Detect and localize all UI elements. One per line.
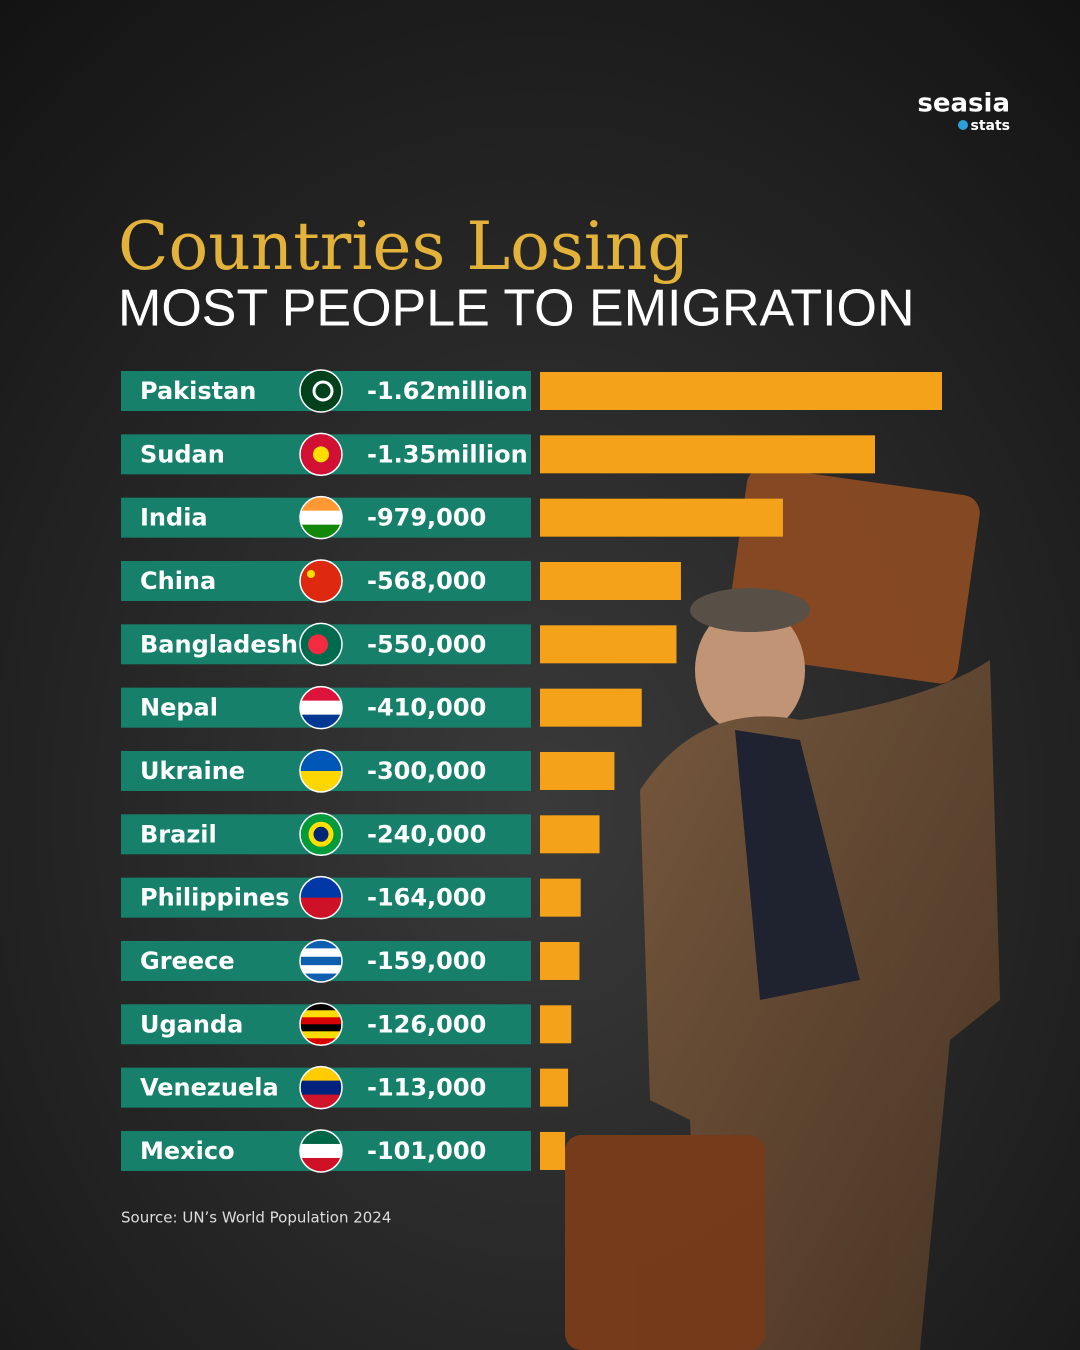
chart-title: Countries Losing bbox=[118, 208, 690, 285]
value-label: -410,000 bbox=[367, 694, 486, 722]
flag-stripe bbox=[300, 770, 342, 792]
flag-stripe bbox=[300, 939, 342, 949]
flag-border bbox=[299, 812, 343, 857]
flag-border bbox=[299, 622, 343, 667]
flag-emblem bbox=[307, 569, 315, 578]
flag-stripe bbox=[300, 1003, 342, 1011]
category-label: Venezuela bbox=[140, 1074, 279, 1102]
flag-stripe bbox=[300, 1024, 342, 1032]
flag-stripe bbox=[300, 1017, 342, 1025]
brand-tagline: stats bbox=[971, 118, 1011, 134]
flag-emblem bbox=[308, 821, 334, 847]
flag-border bbox=[299, 432, 343, 477]
bar bbox=[540, 1131, 566, 1170]
category-label: Mexico bbox=[140, 1137, 235, 1165]
flag bbox=[300, 749, 342, 792]
flag-stripe bbox=[300, 700, 342, 716]
flag-emblem bbox=[313, 446, 329, 463]
value-label: -568,000 bbox=[367, 567, 486, 595]
flag-stripe bbox=[300, 973, 342, 982]
flag-stripe bbox=[300, 1143, 342, 1159]
value-label: -101,000 bbox=[367, 1137, 486, 1165]
bar bbox=[540, 561, 681, 600]
category-label: Pakistan bbox=[140, 377, 256, 405]
bar bbox=[540, 625, 677, 664]
value-label: -159,000 bbox=[367, 947, 486, 975]
flag-stripe bbox=[300, 510, 342, 526]
bar bbox=[540, 941, 580, 980]
flag bbox=[300, 813, 342, 856]
flag-border bbox=[299, 1129, 343, 1173]
brand-dot bbox=[958, 120, 968, 130]
chart-subtitle: MOST PEOPLE TO EMIGRATION bbox=[118, 280, 915, 338]
bar bbox=[540, 751, 615, 790]
category-label: Sudan bbox=[140, 440, 225, 468]
category-label: India bbox=[140, 504, 208, 532]
flag-emblem bbox=[308, 634, 328, 655]
value-label: -979,000 bbox=[367, 504, 486, 532]
value-label: -164,000 bbox=[367, 884, 486, 912]
category-label: Uganda bbox=[140, 1010, 243, 1038]
flag-stripe bbox=[300, 897, 342, 919]
flag-stripe bbox=[300, 876, 342, 899]
value-label: -240,000 bbox=[367, 820, 486, 848]
flag-stripe bbox=[300, 1010, 342, 1018]
flag-stripe bbox=[300, 1080, 342, 1096]
flag bbox=[300, 939, 342, 982]
value-label: -113,000 bbox=[367, 1074, 486, 1102]
rows: Pakistan -1.62million Sudan -1.35million Ind… bbox=[121, 369, 942, 1173]
bar bbox=[540, 1068, 569, 1107]
flag bbox=[300, 370, 342, 412]
flag-border bbox=[299, 495, 343, 540]
flag-stripe bbox=[300, 948, 342, 958]
value-label: -126,000 bbox=[367, 1010, 486, 1038]
brand-name: seasia bbox=[917, 89, 1010, 119]
flag-border bbox=[299, 685, 343, 730]
category-label: Brazil bbox=[140, 820, 217, 848]
flag bbox=[300, 876, 342, 919]
category-label: Greece bbox=[140, 947, 235, 975]
flag-stripe bbox=[300, 965, 342, 975]
flag-border bbox=[299, 369, 343, 413]
category-label: Nepal bbox=[140, 694, 218, 722]
flag bbox=[300, 559, 342, 602]
flag-border bbox=[299, 559, 343, 603]
flag-stripe bbox=[300, 370, 342, 412]
category-label: China bbox=[140, 567, 216, 595]
flag-stripe bbox=[300, 559, 342, 602]
flag-stripe bbox=[300, 956, 342, 966]
value-label: -300,000 bbox=[367, 757, 486, 785]
flag-emblem bbox=[312, 380, 334, 402]
flag bbox=[300, 623, 342, 666]
flag-border bbox=[299, 939, 343, 983]
flag-stripe bbox=[300, 1038, 342, 1046]
bar bbox=[540, 498, 783, 537]
source: Source: UN’s World Population 2024 bbox=[121, 1209, 391, 1227]
flag-border bbox=[299, 875, 343, 920]
flag-border bbox=[299, 1065, 343, 1110]
bar bbox=[540, 815, 600, 854]
category-label: Ukraine bbox=[140, 757, 245, 785]
photo-figure bbox=[565, 467, 1000, 1350]
bar bbox=[540, 688, 642, 727]
value-label: -1.35million bbox=[367, 440, 528, 468]
category-label: Philippines bbox=[140, 884, 290, 912]
value-label: -1.62million bbox=[367, 377, 528, 405]
bar bbox=[540, 372, 942, 410]
category-label: Bangladesh bbox=[140, 630, 298, 658]
flag-stripe bbox=[300, 1031, 342, 1039]
bar bbox=[540, 435, 875, 474]
bar bbox=[540, 1005, 572, 1044]
flag bbox=[300, 1003, 342, 1046]
value-label: -550,000 bbox=[367, 630, 486, 658]
flag-stripe bbox=[300, 749, 342, 772]
brand: seasia stats bbox=[917, 89, 1010, 135]
flag-border bbox=[299, 1002, 343, 1047]
bar bbox=[540, 878, 581, 917]
flag-border bbox=[299, 749, 343, 793]
